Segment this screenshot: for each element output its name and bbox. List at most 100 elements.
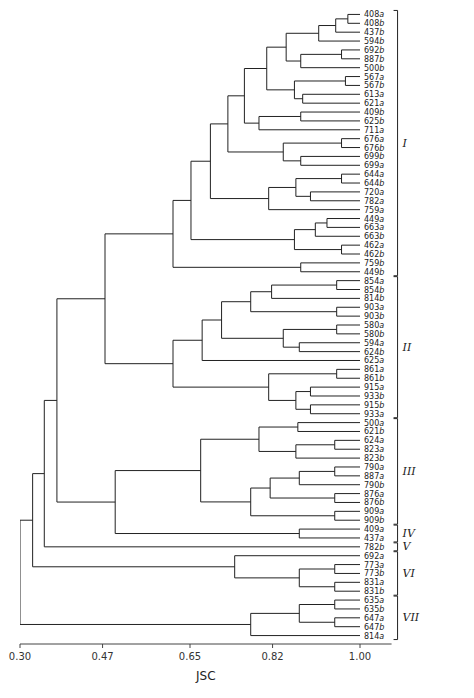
link bbox=[348, 14, 360, 23]
leaf-label: 915b bbox=[364, 400, 384, 409]
leaf-label: 773a bbox=[364, 560, 384, 569]
leaf-label: 933a bbox=[364, 409, 384, 418]
leaf-label: 613a bbox=[364, 90, 384, 99]
tick-label: 0.30 bbox=[9, 651, 31, 662]
leaf-labels: 408a408b437b594b692b887b500b567a567b613a… bbox=[364, 10, 384, 640]
link bbox=[173, 340, 269, 387]
tick bbox=[190, 644, 191, 648]
link bbox=[270, 478, 335, 498]
leaf-label: 644a bbox=[364, 170, 384, 179]
leaf-label: 854b bbox=[364, 285, 384, 294]
link bbox=[337, 369, 360, 378]
axis-line bbox=[20, 644, 392, 645]
link bbox=[283, 329, 336, 347]
link bbox=[299, 343, 360, 352]
link bbox=[222, 302, 284, 339]
leaf-label: 462b bbox=[364, 250, 384, 259]
leaf-label: 500b bbox=[364, 63, 384, 72]
leaf-label: 854a bbox=[364, 276, 384, 285]
group-label: IV bbox=[402, 527, 416, 540]
leaf-label: 644b bbox=[364, 179, 384, 188]
leaf-label: 699b bbox=[364, 152, 384, 161]
leaf-label: 635b bbox=[364, 604, 384, 613]
leaf-label: 903b bbox=[364, 312, 384, 321]
leaf-label: 676a bbox=[364, 134, 384, 143]
leaf-label: 437b bbox=[364, 28, 384, 37]
leaf-label: 625a bbox=[364, 356, 384, 365]
leaf-label: 663a bbox=[364, 223, 384, 232]
link bbox=[310, 387, 360, 396]
link bbox=[336, 19, 360, 32]
leaf-label: 790a bbox=[364, 462, 384, 471]
tree bbox=[20, 14, 360, 635]
link bbox=[310, 192, 360, 201]
leaf-label: 814b bbox=[364, 294, 384, 303]
leaf-label: 823b bbox=[364, 454, 384, 463]
link bbox=[259, 116, 360, 129]
link bbox=[173, 200, 301, 267]
link bbox=[301, 156, 360, 165]
leaf-label: 625b bbox=[364, 116, 384, 125]
link bbox=[299, 569, 334, 587]
group-label: III bbox=[402, 465, 417, 478]
leaf-label: 790b bbox=[364, 480, 384, 489]
tick-label: 0.47 bbox=[91, 651, 113, 662]
tick bbox=[102, 644, 103, 648]
leaf-label: 692b bbox=[364, 45, 384, 54]
leaf-label: 408b bbox=[364, 19, 384, 28]
link bbox=[202, 320, 360, 360]
leaf-label: 462a bbox=[364, 241, 384, 250]
link bbox=[259, 427, 298, 451]
leaf-label: 437a bbox=[364, 533, 384, 542]
link bbox=[335, 511, 360, 520]
tick bbox=[360, 644, 361, 648]
group-label: II bbox=[402, 341, 412, 354]
link bbox=[33, 474, 235, 567]
link bbox=[210, 124, 268, 199]
link bbox=[299, 471, 360, 484]
leaf-label: 624a bbox=[364, 436, 384, 445]
leaf-label: 621a bbox=[364, 99, 384, 108]
group-bracket bbox=[394, 419, 398, 525]
link bbox=[201, 439, 259, 502]
link bbox=[267, 47, 295, 90]
link bbox=[335, 494, 360, 503]
link bbox=[191, 161, 294, 239]
group-label: V bbox=[403, 540, 412, 553]
leaf-label: 409a bbox=[364, 525, 384, 534]
group-bracket bbox=[394, 10, 398, 275]
leaf-label: 720a bbox=[364, 187, 384, 196]
leaf-label: 831b bbox=[364, 587, 384, 596]
leaf-label: 624b bbox=[364, 347, 384, 356]
leaf-label: 909a bbox=[364, 507, 384, 516]
leaf-label: 782b bbox=[364, 542, 384, 551]
leaf-label: 887a bbox=[364, 471, 384, 480]
groups: IIIIIIIVVVIVII bbox=[394, 10, 420, 639]
leaf-label: 692a bbox=[364, 551, 384, 560]
leaf-label: 567a bbox=[364, 72, 384, 81]
link bbox=[20, 520, 251, 624]
tick-label: 1.00 bbox=[349, 651, 371, 662]
link bbox=[269, 187, 360, 209]
group-label: VI bbox=[403, 567, 416, 580]
leaf-label: 876a bbox=[364, 489, 384, 498]
link bbox=[342, 50, 360, 59]
leaf-label: 621b bbox=[364, 427, 384, 436]
leaf-label: 773b bbox=[364, 569, 384, 578]
leaf-label: 915a bbox=[364, 383, 384, 392]
axis-title: JSC bbox=[195, 669, 216, 683]
leaf-label: 831a bbox=[364, 578, 384, 587]
leaf-label: 580b bbox=[364, 329, 384, 338]
leaf-label: 699a bbox=[364, 161, 384, 170]
link bbox=[298, 423, 360, 432]
leaf-label: 759b bbox=[364, 258, 384, 267]
leaf-label: 876b bbox=[364, 498, 384, 507]
link bbox=[319, 26, 360, 42]
link bbox=[294, 230, 341, 250]
leaf-label: 861b bbox=[364, 374, 384, 383]
link bbox=[299, 529, 360, 538]
link bbox=[272, 285, 360, 298]
link bbox=[299, 605, 334, 623]
leaf-label: 647a bbox=[364, 613, 384, 622]
leaf-label: 635a bbox=[364, 596, 384, 605]
